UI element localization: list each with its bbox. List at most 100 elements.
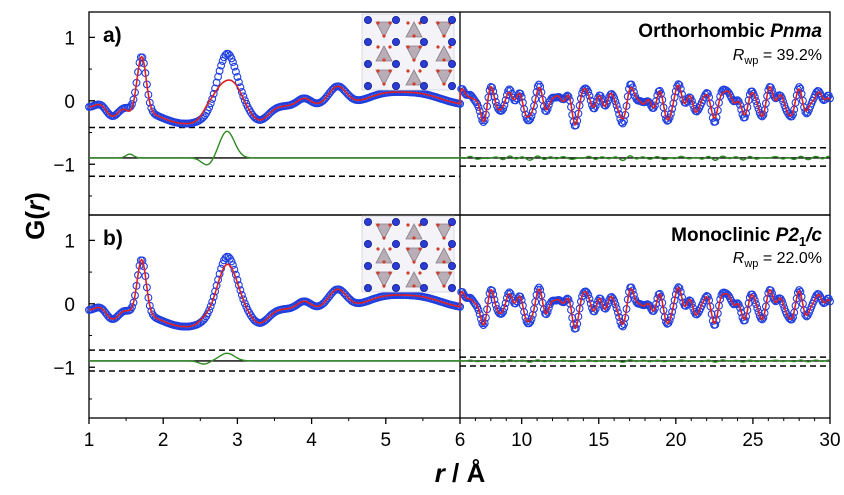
oxygen-atom (418, 247, 422, 251)
observed-point (736, 303, 744, 312)
oxygen-atom (412, 58, 416, 62)
observed-point (215, 66, 224, 75)
x-tick-label: 10 (511, 430, 532, 451)
oxygen-atom (412, 236, 416, 240)
observed-point (208, 297, 217, 306)
oxygen-atom (376, 21, 380, 25)
oxygen-atom (406, 247, 410, 251)
observed-point (611, 300, 620, 309)
observed-point (488, 83, 497, 92)
polyhedron (375, 271, 393, 288)
panel-a-title: Orthorhombic Pnma (638, 21, 822, 42)
panel-b-label: b) (103, 227, 123, 250)
observed-point (458, 85, 467, 94)
cation-atom (363, 38, 372, 47)
oxygen-atom (436, 69, 440, 73)
oxygen-atom (442, 260, 446, 264)
x-axis-label: r / Å (435, 458, 486, 488)
x-tick-label: 20 (665, 430, 686, 451)
observed-point (214, 72, 223, 81)
observed-point (205, 306, 214, 315)
cation-atom (419, 261, 428, 270)
oxygen-atom (448, 45, 452, 49)
x-tick-label: 30 (819, 430, 840, 451)
oxygen-atom (382, 284, 386, 288)
x-tick-label: 2 (158, 430, 169, 451)
y-tick-label: 1 (64, 28, 75, 49)
observed-point (209, 89, 218, 98)
observed-point (227, 257, 236, 266)
x-tick-label: 15 (588, 430, 609, 451)
oxygen-atom (376, 271, 380, 275)
observed-point (733, 96, 742, 105)
observed-point (564, 92, 573, 101)
oxygen-atom (406, 45, 410, 49)
oxygen-atom (448, 69, 452, 73)
oxygen-atom (376, 247, 380, 251)
observed-point (501, 96, 510, 105)
oxygen-atom (406, 69, 410, 73)
oxygen-atom (418, 45, 422, 49)
observed-point (613, 308, 622, 317)
observed-point (612, 304, 621, 313)
panel-a-label: a) (103, 24, 122, 47)
panel-a: 1 0 −1 (53, 28, 834, 197)
cation-atom (447, 15, 456, 24)
observed-point (478, 319, 487, 328)
oxygen-atom (436, 223, 440, 227)
observed-point (654, 290, 663, 299)
oxygen-atom (382, 260, 386, 264)
oxygen-atom (376, 223, 380, 227)
oxygen-atom (436, 247, 440, 251)
observed-point (629, 291, 638, 299)
oxygen-atom (382, 82, 386, 86)
oxygen-atom (412, 82, 416, 86)
polyhedron (435, 223, 453, 240)
panel-b: 1 0 −1 (53, 231, 834, 400)
panel-b-title: Monoclinic P21/c (671, 225, 822, 249)
oxygen-atom (376, 45, 380, 49)
observed-point (571, 324, 580, 333)
observed-point (749, 89, 758, 98)
polyhedron (435, 21, 453, 38)
observed-point (138, 256, 147, 265)
observed-point (814, 87, 823, 96)
observed-point (607, 293, 616, 301)
observed-point (674, 80, 683, 89)
cation-atom (363, 217, 372, 226)
oxygen-atom (388, 271, 392, 275)
polyhedron (375, 21, 393, 38)
observed-point (610, 297, 619, 305)
cation-atom (447, 82, 456, 91)
observed-point (206, 302, 215, 311)
oxygen-atom (442, 82, 446, 86)
panel-a-rwp: Rwp = 39.2% (733, 47, 822, 67)
oxygen-atom (388, 21, 392, 25)
cation-atom (363, 239, 372, 248)
x-tick-label: 5 (381, 430, 392, 451)
oxygen-atom (406, 223, 410, 227)
y-axis-label: G(r) (20, 192, 50, 240)
observed-point (479, 321, 488, 330)
x-tick-label: 25 (742, 430, 763, 451)
observed-point (571, 121, 580, 130)
observed-point (607, 90, 616, 98)
observed-point (777, 297, 786, 306)
cation-atom (419, 15, 428, 24)
observed-point (458, 288, 467, 297)
cation-atom (419, 82, 428, 91)
cation-atom (419, 60, 428, 69)
cation-atom (391, 217, 400, 226)
oxygen-atom (382, 236, 386, 240)
y-tick-label: 0 (64, 295, 75, 316)
cation-atom (363, 15, 372, 24)
cation-atom (447, 261, 456, 270)
oxygen-atom (388, 247, 392, 251)
observed-point (703, 292, 712, 301)
y-tick-label: 1 (64, 231, 75, 252)
observed-point (814, 290, 823, 299)
observed-point (227, 54, 236, 63)
oxygen-atom (442, 58, 446, 62)
